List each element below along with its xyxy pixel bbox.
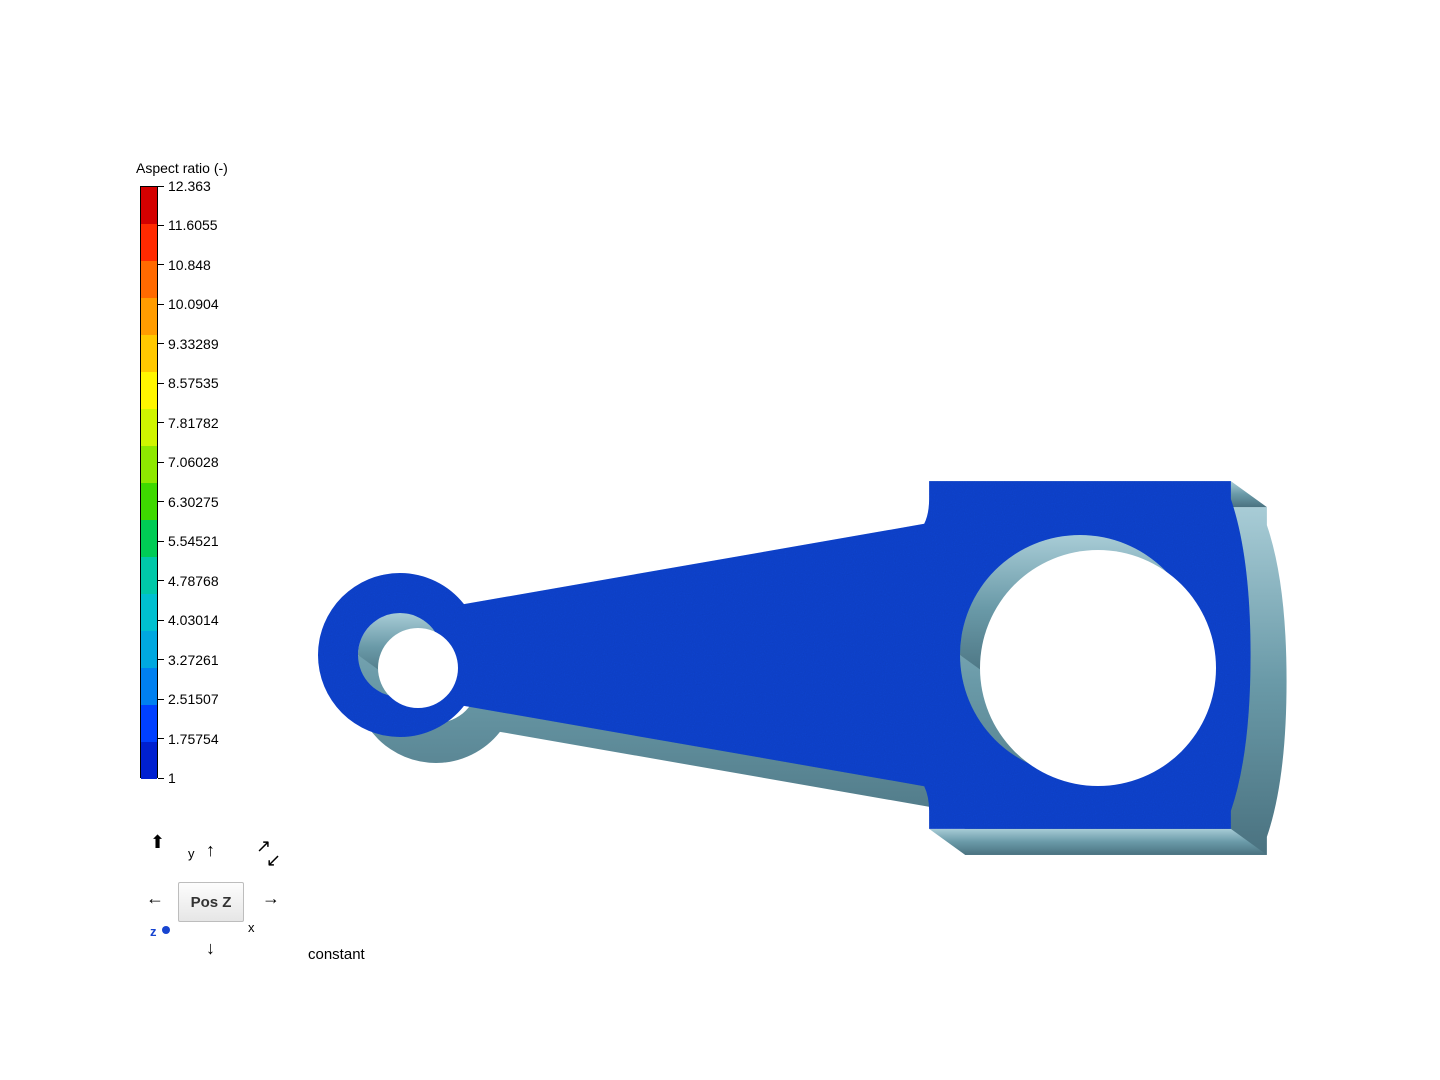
legend-tick-value: 9.33289 <box>168 336 219 352</box>
legend-tick-value: 11.6055 <box>168 217 218 233</box>
arrow-right-icon[interactable]: → <box>262 888 280 909</box>
small-hole-bg <box>378 628 458 708</box>
model-svg <box>300 470 1300 840</box>
arrow-home-icon[interactable]: ⬆ <box>150 832 165 853</box>
legend-tick-value: 4.03014 <box>168 612 219 628</box>
arrow-rotate-ccw-icon[interactable]: ↘ <box>263 853 284 868</box>
arrow-up-icon[interactable]: ↑ <box>206 840 215 861</box>
arrow-down-icon[interactable]: ↓ <box>206 938 215 959</box>
legend-title: Aspect ratio (-) <box>136 160 300 176</box>
legend-tick-value: 10.0904 <box>168 296 219 312</box>
legend-tick-value: 8.57535 <box>168 375 219 391</box>
viewport[interactable]: Aspect ratio (-) 12.363 11.6055 10.848 10.0… <box>0 0 1440 1080</box>
legend-tick-value: 6.30275 <box>168 494 219 510</box>
legend-tick-value: 3.27261 <box>168 652 219 668</box>
legend-tick-value: 1 <box>168 770 176 786</box>
axis-origin-icon <box>160 924 174 938</box>
legend-tick-value: 2.51507 <box>168 691 219 707</box>
axis-z-label: z <box>150 924 157 939</box>
legend-labels: 12.36311.605510.84810.09049.332898.57535… <box>158 186 300 778</box>
model-lug-bot-side <box>929 829 1267 855</box>
axis-x-label: x <box>248 920 255 935</box>
orientation-widget: ⬆ ↑ ↗ ↘ ← → ↓ Pos Z y x z <box>128 832 288 972</box>
color-legend: Aspect ratio (-) 12.36311.605510.84810.0… <box>140 160 300 778</box>
axis-y-label: y <box>188 846 195 861</box>
legend-tick-value: 4.78768 <box>168 573 219 589</box>
large-hole-bg <box>980 550 1216 786</box>
legend-tick-value: 7.81782 <box>168 415 219 431</box>
legend-tick-value: 12.363 <box>168 178 211 194</box>
arrow-left-icon[interactable]: ← <box>146 888 164 909</box>
legend-tick-value: 10.848 <box>168 257 211 273</box>
model-view[interactable] <box>300 470 1300 840</box>
legend-bar <box>140 186 158 778</box>
legend-tick-value: 7.06028 <box>168 454 219 470</box>
time-label: constant <box>308 946 365 963</box>
view-cube-label: Pos Z <box>191 894 232 911</box>
view-cube[interactable]: Pos Z <box>178 882 244 922</box>
legend-tick-value: 5.54521 <box>168 533 219 549</box>
legend-tick-value: 1.75754 <box>168 731 219 747</box>
